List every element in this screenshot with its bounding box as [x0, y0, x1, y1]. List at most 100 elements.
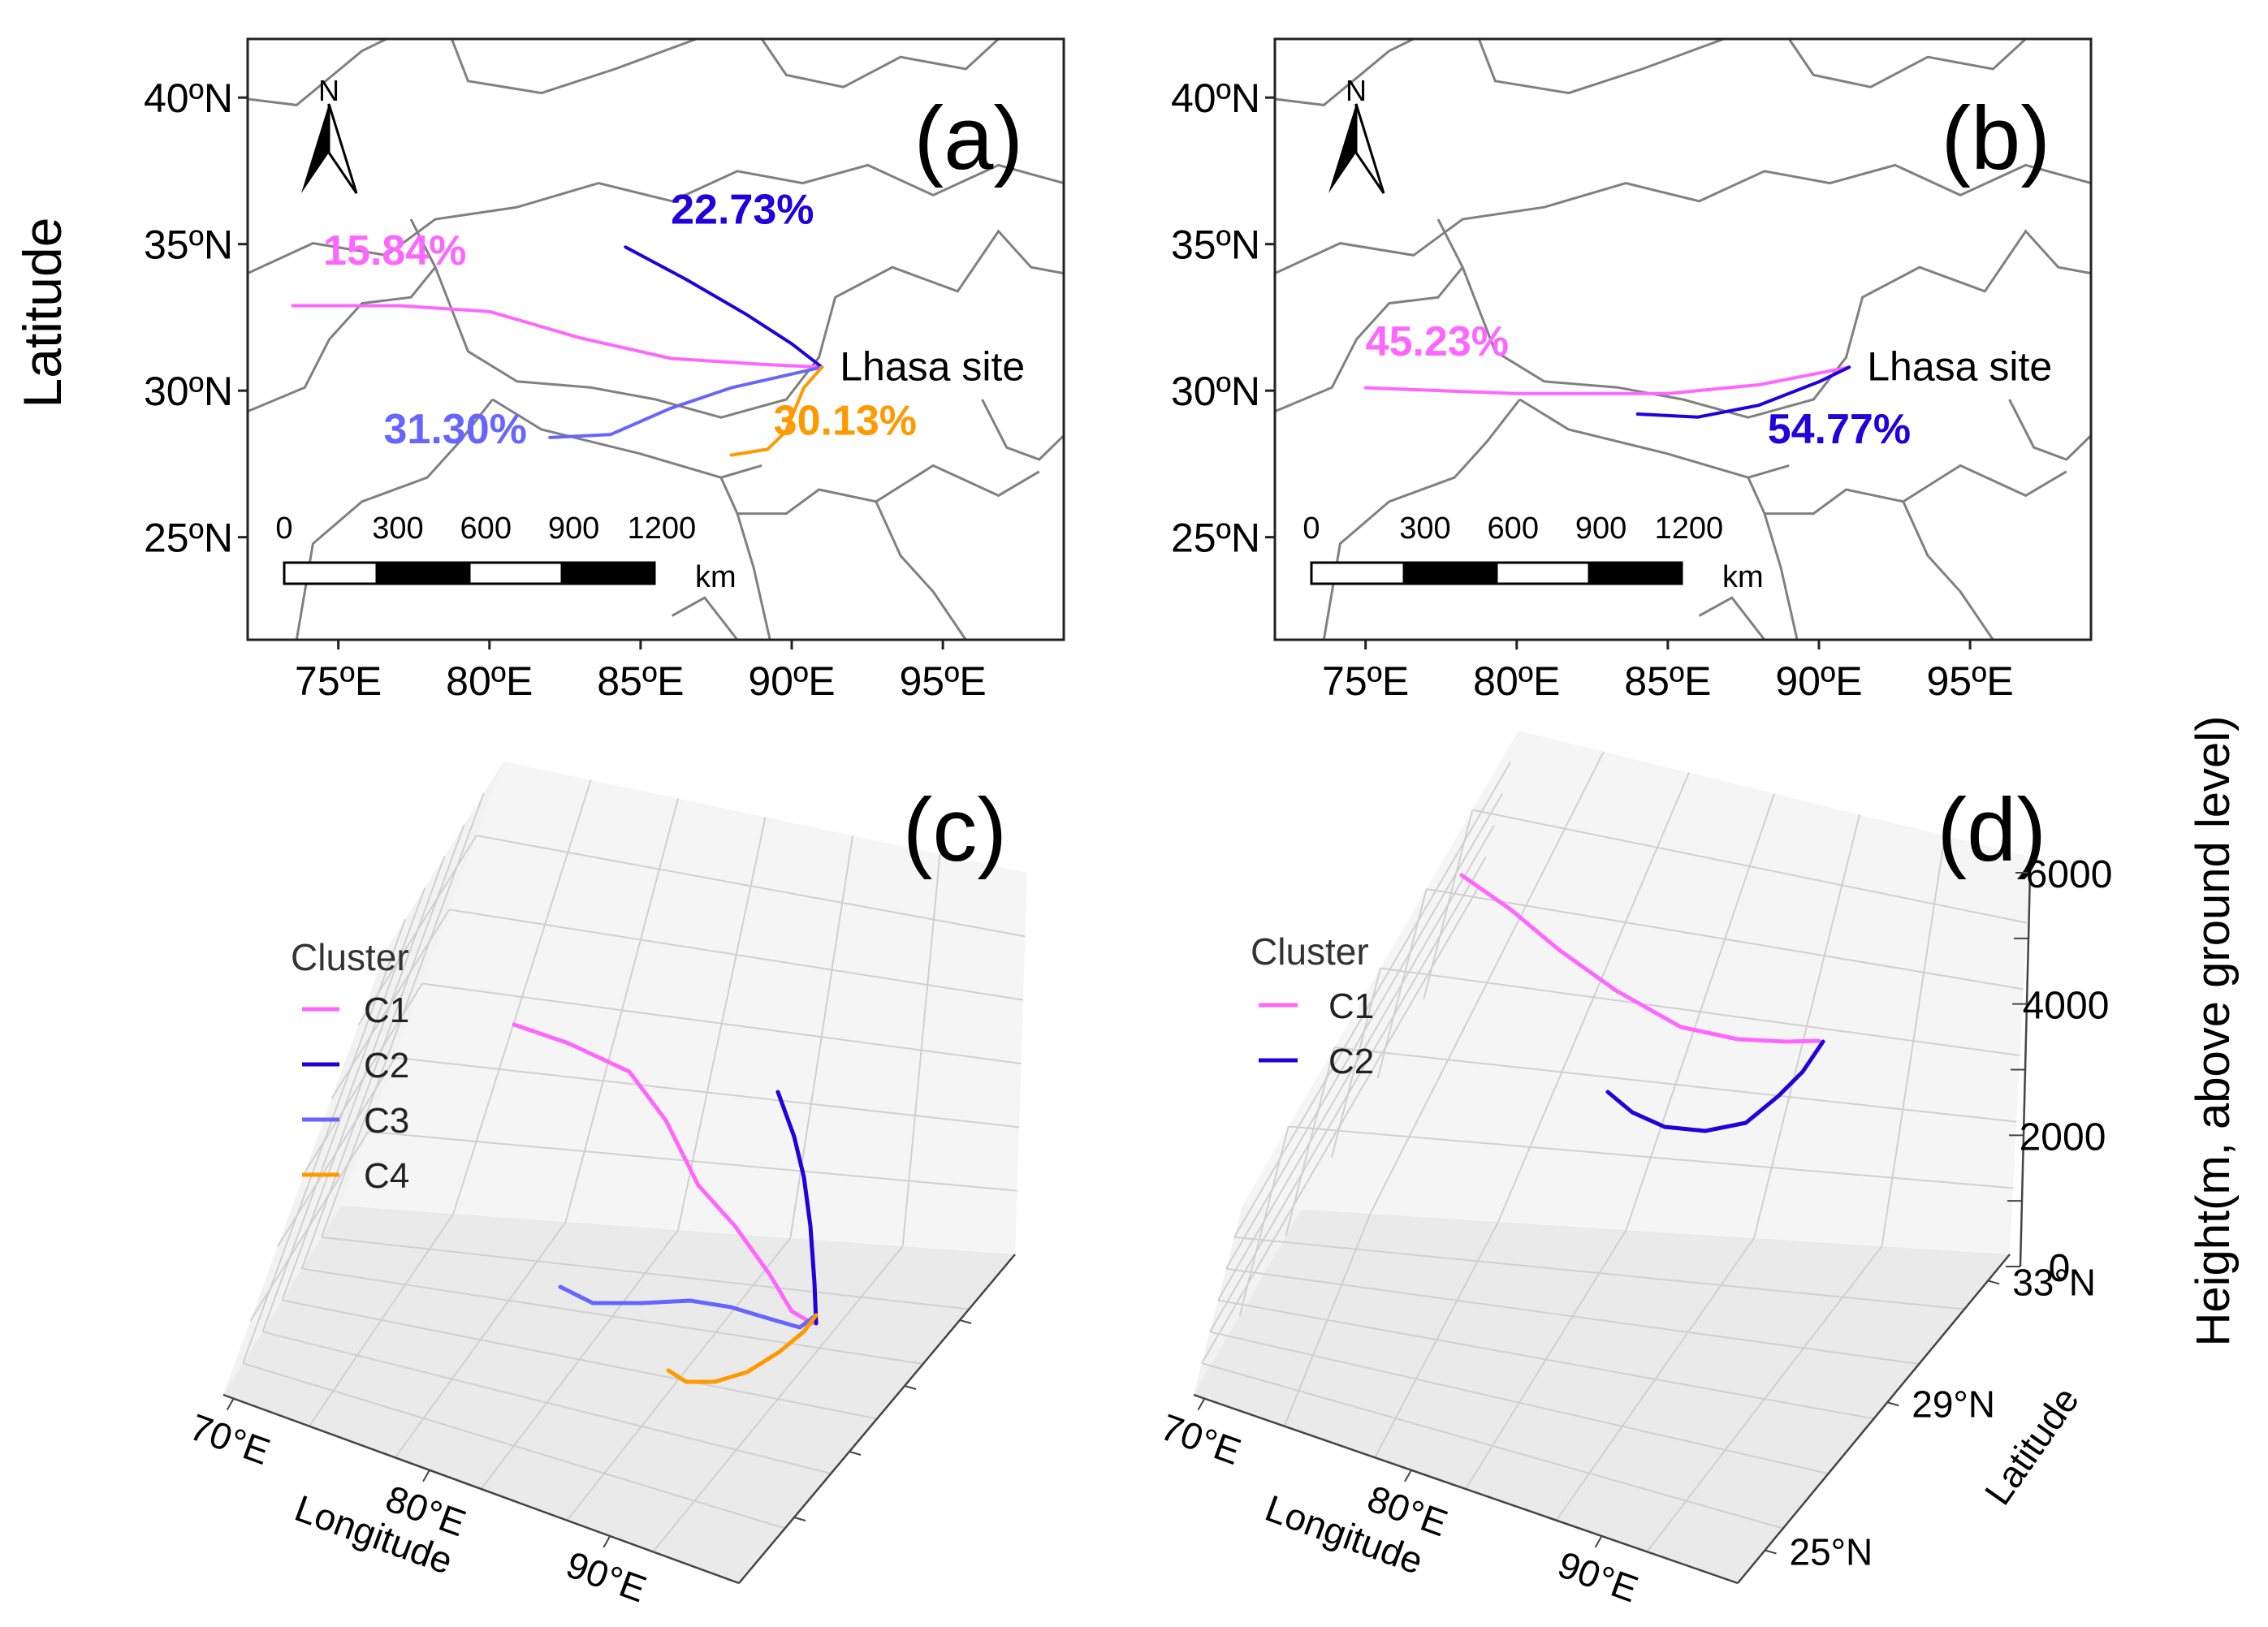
y-tick	[849, 1451, 862, 1456]
scale-bar-segment	[560, 561, 656, 585]
lon-tick-label: 95ºE	[1926, 658, 2013, 704]
y-tick	[904, 1385, 917, 1390]
lon-tick-label: 75ºE	[1322, 658, 1409, 704]
north-arrow-label: N	[1346, 74, 1367, 107]
lon-tick-label: 90ºE	[748, 658, 835, 704]
back-pane	[1242, 731, 2030, 1254]
lat-tick-label: 40ºN	[1171, 76, 1260, 121]
site-label: Lhasa site	[1867, 343, 2052, 389]
trajectory3d-c4	[666, 1313, 819, 1384]
scale-bar-segment	[1310, 561, 1406, 585]
scale-bar-segment	[283, 561, 378, 585]
x-tick	[603, 1535, 611, 1548]
trajectory-c3	[548, 365, 824, 439]
x-tick-label: 90°E	[1553, 1543, 1644, 1610]
y-tick-label: 33°N	[2012, 1261, 2096, 1303]
country-border-line	[450, 39, 698, 95]
legend-title: Cluster	[1251, 930, 1369, 973]
grid-line	[1423, 809, 1474, 999]
north-arrow-left	[301, 104, 329, 193]
lon-tick-label: 95ºE	[899, 658, 986, 704]
legend-label-c3: C3	[364, 1101, 409, 1141]
map-panel-0: 75ºE 80ºE 85ºE 90ºE 95ºE 25ºN 30ºN 35ºN 40ºN N (a)…	[144, 37, 1065, 704]
trajectory-c1	[291, 304, 824, 369]
country-border-line	[248, 163, 1064, 274]
y-tick-label: 25°N	[1790, 1531, 1873, 1573]
y-axis-label-latitude: Latitude	[12, 218, 72, 408]
x-tick-label: 90°E	[561, 1543, 652, 1610]
trajectory-c2	[624, 245, 824, 369]
y-tick	[1987, 1280, 2000, 1285]
trajectory3d-c2	[775, 1090, 819, 1326]
back-pane	[341, 762, 1027, 1254]
x-tick	[422, 1469, 430, 1482]
country-border-line	[760, 39, 1000, 88]
grid-line	[1472, 809, 2028, 924]
trajectory-c4	[729, 365, 824, 457]
lat-tick-label: 35ºN	[144, 222, 233, 268]
lon-tick-label: 75ºE	[295, 658, 382, 704]
legend-label-c2: C2	[1328, 1042, 1374, 1081]
trajectory-c2	[1635, 365, 1851, 419]
panel-letter: (a)	[914, 88, 1023, 188]
scale-bar-tick: 1200	[628, 511, 697, 546]
scale-bar-unit: km	[695, 560, 737, 594]
panel-letter: (b)	[1942, 88, 2050, 188]
scale-bar-segment	[375, 561, 471, 585]
map-frame	[1273, 37, 2093, 641]
grid-line	[1233, 1236, 1965, 1310]
lon-tick-label: 80ºE	[446, 658, 533, 704]
lon-tick-label: 85ºE	[1624, 658, 1711, 704]
country-border-line	[1763, 513, 1799, 640]
lat-tick-label: 25ºN	[144, 516, 233, 561]
trajectory3d-c1	[512, 1022, 814, 1326]
north-arrow-label: N	[318, 74, 339, 107]
country-border-line	[491, 398, 762, 479]
trajectory-c1	[1363, 365, 1851, 395]
x-tick	[1197, 1398, 1206, 1411]
x-tick	[226, 1398, 235, 1411]
grid-line	[476, 835, 1026, 938]
legend-label-c4: C4	[364, 1156, 409, 1196]
y-tick	[1886, 1401, 1899, 1407]
y-axis-line	[1737, 1254, 2011, 1584]
percent-label-c3: 31.30%	[384, 406, 527, 453]
lat-tick-label: 40ºN	[144, 76, 233, 121]
grid-line	[357, 835, 477, 1025]
country-border-line	[1518, 398, 1790, 479]
country-border-line	[1902, 501, 1994, 640]
x-tick-label: 70°E	[184, 1405, 275, 1473]
legend-label-c2: C2	[364, 1046, 409, 1085]
lon-tick-label: 85ºE	[597, 658, 684, 704]
country-borders	[248, 39, 1064, 640]
country-border-line	[1747, 464, 2067, 516]
country-border-line	[1322, 399, 1521, 640]
lat-tick-label: 30ºN	[144, 369, 233, 414]
lon-tick-label: 80ºE	[1473, 658, 1560, 704]
scale-bar-segment	[1495, 561, 1591, 585]
trajectory3d-c2	[1605, 1039, 1825, 1133]
percent-label-c4: 30.13%	[774, 397, 917, 444]
y-tick	[1765, 1549, 1777, 1555]
map-frame	[246, 37, 1065, 641]
north-arrow-right	[327, 103, 358, 194]
country-border-line	[1275, 39, 1415, 106]
legend-label-c1: C1	[364, 990, 409, 1030]
percent-label-c2: 22.73%	[671, 186, 814, 233]
country-border-line	[1477, 39, 1725, 95]
country-border-line	[2008, 399, 2091, 461]
scale-bar-tick: 300	[372, 511, 423, 546]
scale-bar-segment	[468, 561, 564, 585]
map-panel-1: 75ºE 80ºE 85ºE 90ºE 95ºE 25ºN 30ºN 35ºN 40ºN N (b)…	[1171, 37, 2093, 704]
scale-bar-tick: 600	[460, 511, 512, 546]
y-axis-line	[738, 1254, 1016, 1584]
scale-bar-tick: 1200	[1655, 511, 1724, 546]
legend-label-c1: C1	[1328, 986, 1374, 1026]
x-axis-line	[1193, 1393, 1739, 1585]
z-tick-label: 0	[2049, 1247, 2071, 1290]
panel-letter: (c)	[903, 780, 1007, 880]
country-border-line	[981, 399, 1064, 461]
legend-title: Cluster	[291, 936, 409, 978]
x-tick	[1404, 1469, 1412, 1482]
